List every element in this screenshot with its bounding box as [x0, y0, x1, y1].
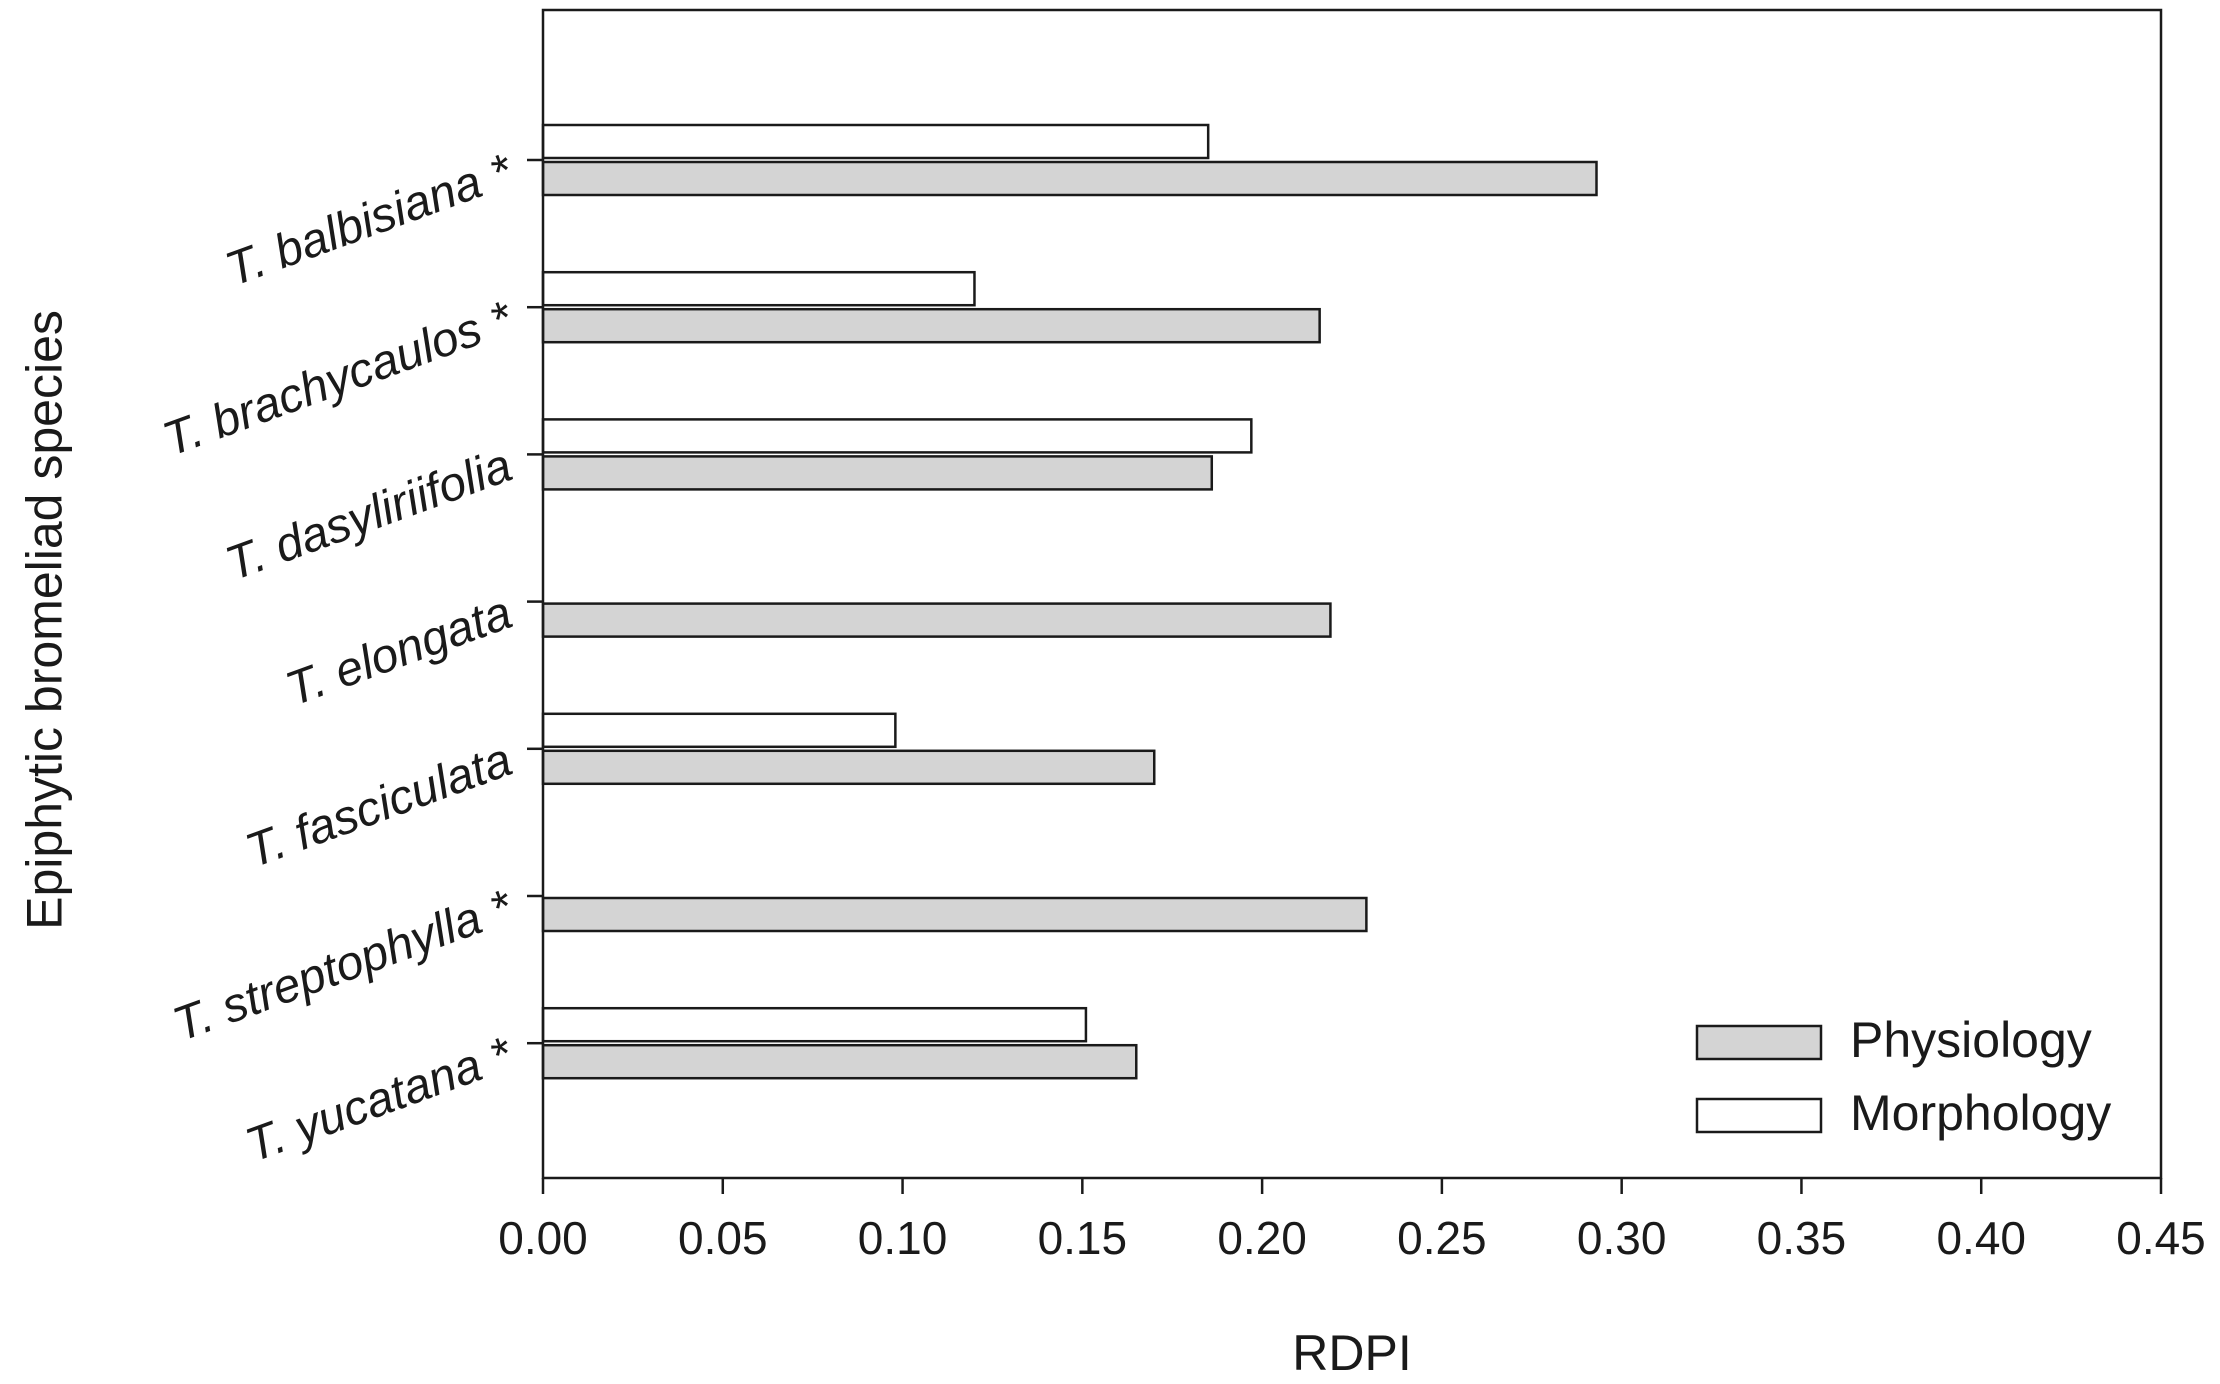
legend: Physiology Morphology	[1695, 1012, 2111, 1141]
legend-label: Morphology	[1850, 1085, 2111, 1141]
y-category-label: T. brachycaulos *	[156, 291, 520, 467]
y-category-label: T. elongata	[279, 586, 519, 716]
bar-physiology	[541, 896, 1368, 933]
legend-swatch	[1695, 1024, 1823, 1061]
y-category-label: T. balbisiana *	[219, 144, 520, 297]
bar-morphology	[541, 712, 897, 749]
bars-layer	[541, 123, 1598, 1080]
bar-physiology	[541, 307, 1321, 344]
x-tick-label: 0.30	[1577, 1212, 1667, 1264]
bar-morphology	[541, 123, 1210, 160]
x-tick-label: 0.00	[498, 1212, 588, 1264]
y-axis-title: Epiphytic bromeliad species	[17, 310, 73, 930]
legend-swatch	[1695, 1097, 1823, 1134]
bar-physiology	[541, 160, 1598, 197]
y-category-label: T. fasciculata	[239, 733, 519, 878]
bar-morphology	[541, 418, 1253, 454]
plot-frame	[541, 8, 2163, 1180]
bar-physiology	[541, 455, 1214, 491]
x-tick-label: 0.35	[1757, 1212, 1847, 1264]
y-category-label: T. streptophylla *	[166, 880, 520, 1052]
x-tick-label: 0.20	[1217, 1212, 1307, 1264]
bar-physiology	[541, 602, 1332, 638]
y-category-label: T. yucatana *	[239, 1027, 520, 1172]
bar-morphology	[541, 1006, 1088, 1043]
x-tick-label: 0.25	[1397, 1212, 1487, 1264]
bar-physiology	[541, 749, 1156, 786]
axes-layer	[541, 8, 2163, 1180]
x-axis-title: RDPI	[1292, 1325, 1411, 1381]
x-tick-label: 0.15	[1038, 1212, 1128, 1264]
x-ticks: 0.00 0.05 0.10 0.15 0.20 0.25 0.30 0.35 0.40 0.45	[498, 1178, 2206, 1264]
y-categories: T. balbisiana *T. brachycaulos *T. dasyl…	[156, 144, 543, 1173]
y-category-label: T. dasyliriifolia	[219, 439, 519, 591]
x-tick-label: 0.45	[2116, 1212, 2206, 1264]
bar-physiology	[541, 1043, 1138, 1080]
x-tick-label: 0.40	[1936, 1212, 2026, 1264]
x-tick-label: 0.10	[858, 1212, 948, 1264]
legend-label: Physiology	[1850, 1012, 2092, 1068]
x-tick-label: 0.05	[678, 1212, 768, 1264]
bar-morphology	[541, 270, 976, 307]
